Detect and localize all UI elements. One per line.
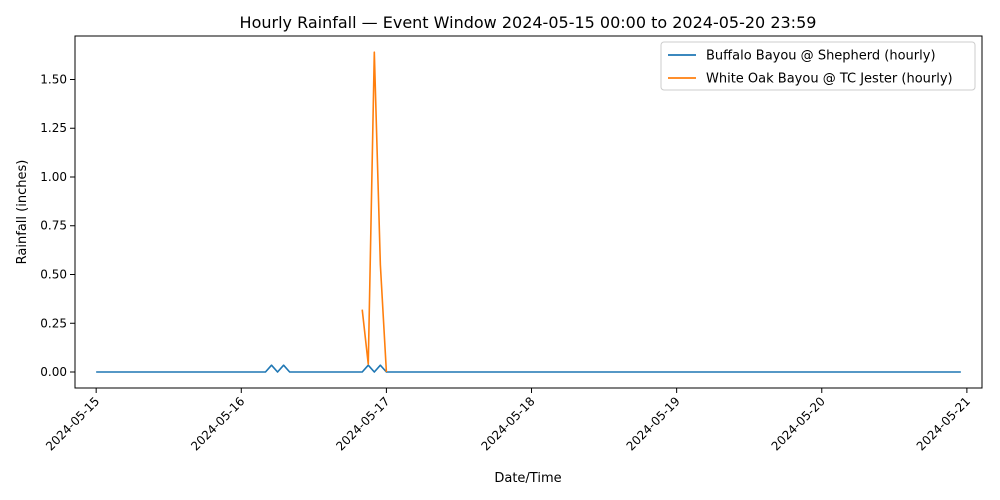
x-tick-label: 2024-05-20 xyxy=(769,394,828,453)
series-layer xyxy=(96,51,961,373)
x-tick-label: 2024-05-19 xyxy=(624,394,683,453)
y-tick-label: 0.50 xyxy=(40,268,67,282)
chart-title: Hourly Rainfall — Event Window 2024-05-1… xyxy=(240,13,817,32)
y-tick-label: 0.75 xyxy=(40,219,67,233)
legend: Buffalo Bayou @ Shepherd (hourly) White O… xyxy=(660,41,976,91)
x-tick-label: 2024-05-18 xyxy=(478,394,537,453)
legend-label-0: Buffalo Bayou @ Shepherd (hourly) xyxy=(706,49,936,64)
x-axis: 2024-05-15 2024-05-16 2024-05-17 2024-05-18… xyxy=(43,388,973,453)
y-tick-label: 0.00 xyxy=(40,365,67,379)
series-line-0 xyxy=(96,364,961,373)
x-tick-label: 2024-05-16 xyxy=(188,394,247,453)
x-tick-label: 2024-05-17 xyxy=(333,394,392,453)
plot-frame xyxy=(74,35,983,389)
series-line-1 xyxy=(361,51,388,373)
y-tick-label: 1.50 xyxy=(40,72,67,86)
legend-label-1: White Oak Bayou @ TC Jester (hourly) xyxy=(706,72,953,87)
y-tick-label: 1.00 xyxy=(40,170,67,184)
x-tick-label: 2024-05-21 xyxy=(914,394,973,453)
y-tick-label: 0.25 xyxy=(40,316,67,330)
y-axis-label: Rainfall (inches) xyxy=(15,160,30,265)
x-tick-label: 2024-05-15 xyxy=(43,394,102,453)
y-axis: 0.00 0.25 0.50 0.75 1.00 1.25 1.50 xyxy=(40,72,75,379)
legend-frame xyxy=(660,41,976,91)
x-axis-label: Date/Time xyxy=(494,471,561,486)
y-tick-label: 1.25 xyxy=(40,121,67,135)
